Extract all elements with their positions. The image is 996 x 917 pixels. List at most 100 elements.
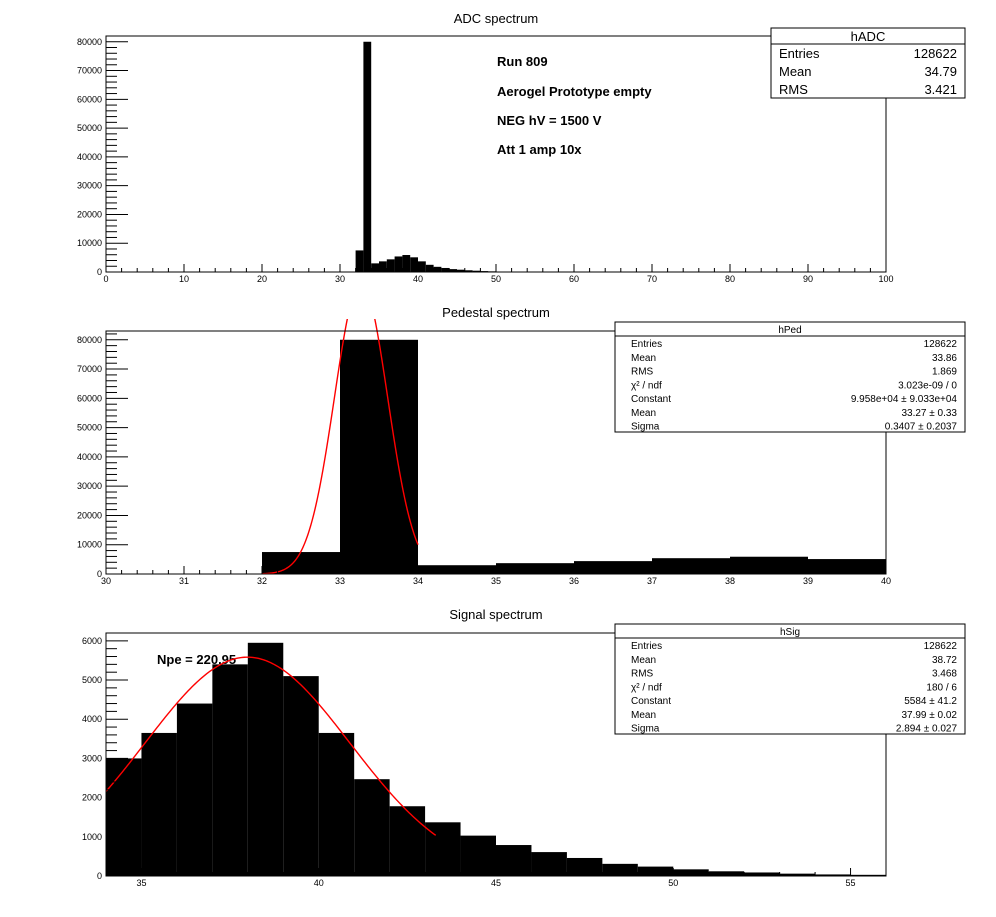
histogram-bar xyxy=(464,270,473,272)
stats-row-value: 1.869 xyxy=(932,367,957,378)
histogram-bar xyxy=(389,806,426,876)
y-tick-label: 0 xyxy=(97,569,102,579)
pedestal-spectrum-title: Pedestal spectrum xyxy=(442,305,550,320)
stats-row-label: RMS xyxy=(631,367,654,378)
histogram-bar xyxy=(410,257,418,272)
x-tick-label: 40 xyxy=(413,274,423,284)
x-tick-label: 36 xyxy=(569,576,579,586)
stats-row-value: 3.023e-09 / 0 xyxy=(898,380,957,391)
x-tick-label: 30 xyxy=(335,274,345,284)
stats-box: hADC Entries 128622 Mean 34.79 RMS 3.421 xyxy=(770,27,966,99)
stats-row-label: Sigma xyxy=(631,422,660,433)
histogram-bar xyxy=(496,845,532,876)
y-tick-label: 0 xyxy=(97,267,102,277)
x-tick-label: 39 xyxy=(803,576,813,586)
histogram-bar xyxy=(730,556,808,574)
y-tick-label: 40000 xyxy=(77,152,102,162)
histogram-bar xyxy=(708,871,745,876)
y-tick-label: 70000 xyxy=(77,66,102,76)
adc-spectrum-title: ADC spectrum xyxy=(454,11,539,26)
stats-row-label: Constant xyxy=(631,394,671,405)
stats-row-value: 37.99 ± 0.02 xyxy=(901,710,957,721)
y-tick-label: 20000 xyxy=(77,510,102,520)
histogram-bar xyxy=(472,270,481,272)
stats-box-title: hADC xyxy=(851,29,886,44)
stats-row-value: 3.421 xyxy=(924,82,957,97)
x-tick-label: 33 xyxy=(335,576,345,586)
stats-row-value: 0.3407 ± 0.2037 xyxy=(885,422,958,433)
stats-row-label: χ² / ndf xyxy=(631,682,662,693)
pedestal-spectrum-panel: Pedestal spectrum 30 31 32 33 34 35 36 37 38 39 40… xyxy=(77,305,966,586)
histogram-bar xyxy=(418,261,426,272)
y-tick-label: 70000 xyxy=(77,364,102,374)
x-tick-label: 60 xyxy=(569,274,579,284)
stats-box-title: hSig xyxy=(780,627,800,638)
plot-frame xyxy=(105,35,887,273)
x-tick-label: 100 xyxy=(878,274,893,284)
histogram-bar xyxy=(744,872,780,876)
stats-row-label: Entries xyxy=(779,46,820,61)
histogram-bar xyxy=(363,41,372,272)
x-tick-label: 50 xyxy=(491,274,501,284)
x-tick-label: 45 xyxy=(491,878,501,888)
histogram-bar xyxy=(402,255,411,272)
histogram-bar xyxy=(386,259,395,272)
x-tick-label: 90 xyxy=(803,274,813,284)
signal-spectrum-panel: Signal spectrum Npe = 220.95 35 40 45 50 55 0… xyxy=(82,607,966,888)
histogram-bar xyxy=(141,732,177,876)
stats-row-value: 180 / 6 xyxy=(926,682,957,693)
histogram-bar xyxy=(637,866,674,876)
histogram-bars xyxy=(355,41,535,272)
histogram-bar xyxy=(247,642,284,876)
histogram-bar xyxy=(815,874,851,876)
histogram-bar xyxy=(566,857,603,876)
y-tick-label: 60000 xyxy=(77,94,102,104)
y-tick-label: 50000 xyxy=(77,423,102,433)
x-tick-label: 40 xyxy=(314,878,324,888)
annotation-hv: NEG hV = 1500 V xyxy=(497,113,602,128)
histogram-bar xyxy=(318,732,355,876)
y-tick-label: 20000 xyxy=(77,209,102,219)
x-tick-label: 34 xyxy=(413,576,423,586)
histogram-bar xyxy=(602,863,638,876)
histogram-bar xyxy=(283,676,319,876)
stats-box: hSig Entries 128622 Mean 38.72 RMS 3.468 χ² / n… xyxy=(614,623,966,735)
y-tick-label: 30000 xyxy=(77,181,102,191)
histogram-bar xyxy=(850,874,886,876)
histogram-bar xyxy=(379,261,387,272)
stats-row-label: Entries xyxy=(631,641,662,652)
stats-box-frame xyxy=(614,321,966,433)
x-tick-label: 32 xyxy=(257,576,267,586)
y-tick-label: 10000 xyxy=(77,238,102,248)
histogram-bar xyxy=(354,779,390,876)
y-tick-label: 6000 xyxy=(82,636,102,646)
histogram-bar xyxy=(457,269,465,272)
histogram-bar xyxy=(808,559,886,574)
adc-annotations: Run 809 Aerogel Prototype empty NEG hV =… xyxy=(497,54,652,157)
stats-row-value: 128622 xyxy=(924,339,958,350)
x-tick-label: 40 xyxy=(881,576,891,586)
stats-box-title: hPed xyxy=(778,325,801,336)
histogram-bar xyxy=(371,263,379,272)
y-tick-label: 30000 xyxy=(77,481,102,491)
stats-row-label: Constant xyxy=(631,696,671,707)
y-tick-label: 40000 xyxy=(77,452,102,462)
histogram-bar xyxy=(176,703,213,876)
x-tick-label: 30 xyxy=(101,576,111,586)
x-tick-label: 10 xyxy=(179,274,189,284)
stats-row-label: Mean xyxy=(631,353,656,364)
histogram-bar xyxy=(449,269,457,272)
histogram-bar xyxy=(460,835,496,876)
stats-row-label: RMS xyxy=(779,82,808,97)
x-tick-label: 20 xyxy=(257,274,267,284)
histogram-bar xyxy=(106,758,142,876)
histogram-bar xyxy=(441,267,450,272)
adc-spectrum-panel: ADC spectrum Run 809 Aerogel Prototype e… xyxy=(77,11,966,284)
x-tick-label: 70 xyxy=(647,274,657,284)
x-tick-label: 35 xyxy=(136,878,146,888)
histogram-bar xyxy=(433,266,442,272)
histogram-bars xyxy=(106,642,886,876)
stats-row-label: χ² / ndf xyxy=(631,380,662,391)
stats-row-value: 34.79 xyxy=(924,64,957,79)
